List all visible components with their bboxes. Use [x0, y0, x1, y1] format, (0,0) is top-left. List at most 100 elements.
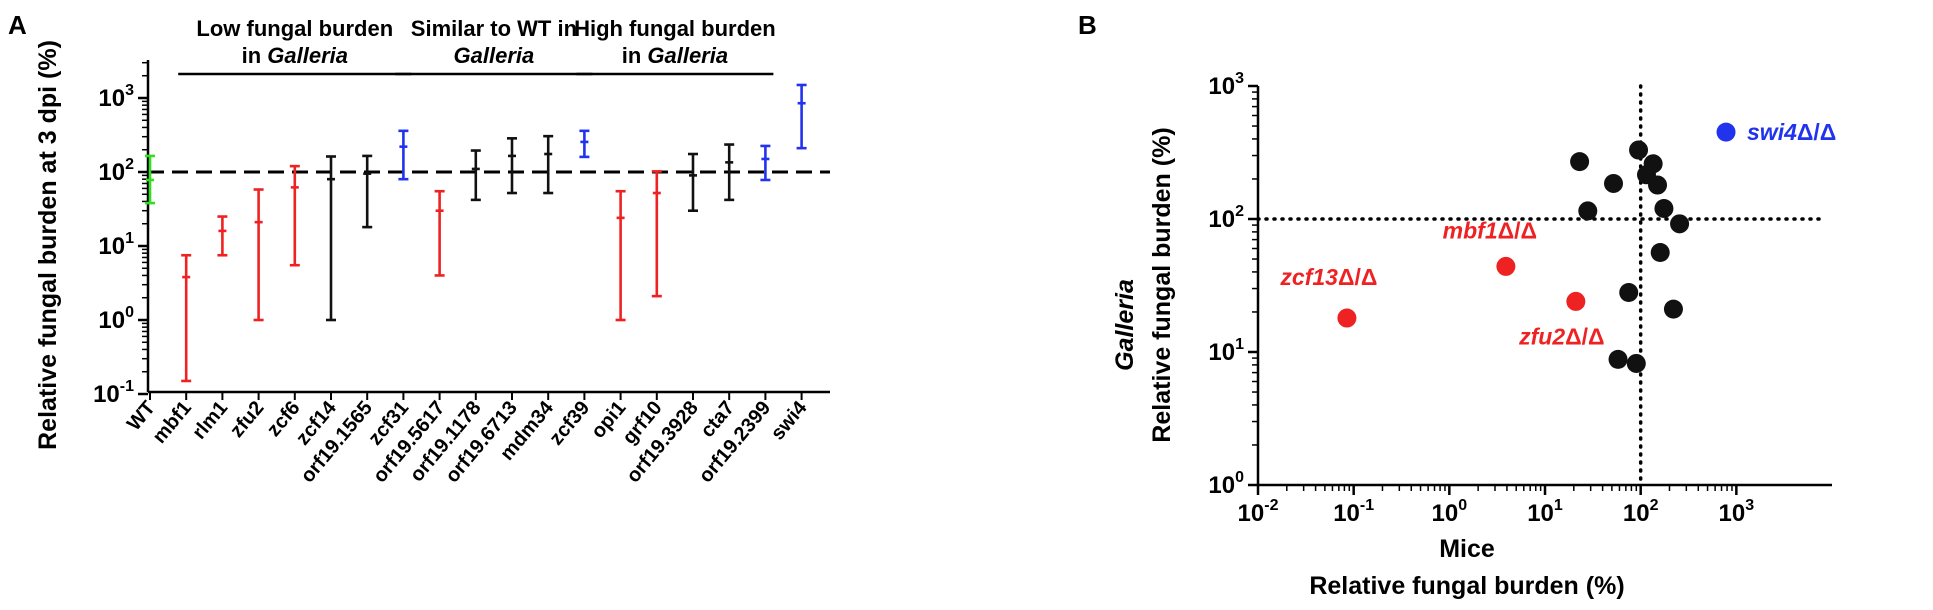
panel-b-x-tick-label-base: 10: [1238, 500, 1265, 527]
panel-a-letter: A: [8, 10, 27, 40]
panel-b-y-tick-label-exp: 1: [1235, 336, 1244, 353]
panel-a-group-label-line1: Similar to WT in: [411, 16, 577, 41]
panel-b-x-tick-label-base: 10: [1333, 500, 1360, 527]
error-bar-zcf14: [326, 155, 336, 322]
panel-a-group-label-line1: Low fungal burden: [196, 16, 393, 41]
panel-a-x-tick-label: swi4: [767, 396, 812, 444]
panel-a-group-label-italic: Galleria: [267, 43, 348, 68]
panel-b-x-tick-label-exp: 0: [1458, 497, 1467, 514]
panel-b-y-tick-label-exp: 2: [1235, 203, 1244, 220]
panel-a-y-tick-label: 10-1: [93, 378, 134, 408]
panel-b-x-tick-label-exp: 3: [1745, 497, 1754, 514]
panel-b-y-tick-label-exp: 0: [1235, 469, 1244, 486]
panel-b-y-tick-label: 103: [1208, 70, 1244, 100]
panel-b-x-tick-label-base: 10: [1623, 500, 1650, 527]
panel-b-y-tick-label: 101: [1208, 336, 1244, 366]
panel-a-group-label-line2: in Galleria: [622, 43, 728, 68]
panel-a-y-tick-label: 100: [98, 304, 134, 334]
point: [1648, 175, 1668, 195]
point: [1629, 140, 1649, 160]
panel-a-group-label-italic: Galleria: [647, 43, 728, 68]
error-bar-WT: [145, 154, 155, 205]
point-label-gene: mbf1: [1443, 217, 1498, 243]
panel-a-error-bars: [145, 83, 807, 383]
panel-a-group-label-prefix: in: [242, 43, 268, 68]
panel-b-y-tick-label-base: 10: [1208, 73, 1235, 100]
error-bar-rlm1: [217, 215, 228, 257]
point-label-swi4: swi4Δ/Δ: [1747, 119, 1836, 145]
panel-b-y-axis-title: Galleria: [1111, 279, 1139, 371]
error-bar-orf19.6713: [507, 137, 517, 195]
panel-a-group-label-line1: High fungal burden: [574, 16, 776, 41]
point-label-suffix: Δ/Δ: [1797, 119, 1836, 145]
error-bar-mdm34: [543, 134, 554, 195]
error-bar-orf19.5617: [434, 189, 445, 277]
panel-b-x-tick-label-exp: -2: [1264, 497, 1278, 514]
error-bar-cta7: [724, 143, 735, 202]
panel-a-group-label-line2: in Galleria: [242, 43, 348, 68]
panel-b-y-axis-label: Relative fungal burden (%): [1148, 127, 1176, 442]
point: [1663, 299, 1683, 319]
point: [1670, 214, 1690, 234]
point-label-suffix: Δ/Δ: [1565, 323, 1604, 349]
panel-a-y-tick-label-exp: 3: [125, 82, 134, 99]
panel-b-x-axis-title: Mice: [1439, 535, 1495, 563]
panel-a-y-tick-label-base: 10: [98, 159, 125, 186]
point: [1608, 349, 1628, 369]
panel-b-x-axis-label: Relative fungal burden (%): [1309, 572, 1624, 600]
point: [1604, 173, 1624, 193]
point: [1570, 152, 1590, 172]
error-bar-swi4: [796, 83, 807, 150]
panel-a-y-tick-label-base: 10: [93, 381, 120, 408]
panel-a-y-axis-label: Relative fungal burden at 3 dpi (%): [34, 40, 62, 450]
panel-b-x-tick-label: 103: [1719, 497, 1755, 527]
point-label-gene: zcf13: [1279, 264, 1338, 290]
point: [1578, 201, 1598, 221]
error-bar-grf10: [651, 170, 662, 298]
point-mbf1: [1496, 256, 1516, 276]
point: [1654, 198, 1674, 218]
error-bar-orf19.1565: [362, 154, 373, 229]
panel-a-y-tick-label-exp: 1: [125, 230, 134, 247]
panel-b-y-tick-label-base: 10: [1208, 472, 1235, 499]
panel-a-y-tick-label-exp: 2: [125, 156, 134, 173]
panel-b-x-tick-label-exp: -1: [1360, 497, 1374, 514]
error-bar-zfu2: [253, 188, 264, 322]
point-label-gene: zfu2: [1518, 323, 1565, 349]
point-label-mbf1: mbf1Δ/Δ: [1443, 217, 1537, 243]
point-label-suffix: Δ/Δ: [1338, 264, 1377, 290]
panel-a-x-tick-label: zfu2: [226, 397, 269, 442]
error-bar-orf19.2399: [760, 144, 771, 182]
panel-b-y-tick-label-base: 10: [1208, 206, 1235, 233]
panel-a-x-tick-label: mbf1: [148, 397, 196, 448]
panel-b-x-tick-label: 10-1: [1333, 497, 1374, 527]
panel-a-group-label-line2: Galleria: [454, 43, 535, 68]
point-label-zfu2: zfu2Δ/Δ: [1518, 323, 1604, 349]
panel-b-x-tick-label-exp: 1: [1554, 497, 1563, 514]
panel-b-x-tick-label: 101: [1527, 497, 1563, 527]
error-bar-zcf31: [398, 129, 409, 181]
panel-b-x-tick-label-base: 10: [1432, 500, 1459, 527]
panel-a-y-tick-label-exp: -1: [120, 378, 134, 395]
point-label-suffix: Δ/Δ: [1498, 217, 1537, 243]
panel-a-y-tick-label: 101: [98, 230, 134, 260]
panel-b-x-tick-label-exp: 2: [1650, 497, 1659, 514]
point-label-zcf13: zcf13Δ/Δ: [1279, 264, 1377, 290]
panel-a-x-tick-labels: WTmbf1rlm1zfu2zcf6zcf14orf19.1565zcf31or…: [123, 392, 812, 487]
error-bar-zcf6: [289, 164, 300, 267]
panel-b-x-tick-label-base: 10: [1527, 500, 1554, 527]
error-bar-opi1: [615, 189, 626, 322]
panel-b-y-tick-label-exp: 3: [1235, 70, 1244, 87]
panel-a-y-tick-label-base: 10: [98, 233, 125, 260]
point: [1650, 242, 1670, 262]
point-zcf13: [1337, 308, 1357, 328]
point: [1626, 353, 1646, 373]
panel-a-y-tick-label-exp: 0: [125, 304, 134, 321]
point-zfu2: [1566, 291, 1586, 311]
panel-b-x-tick-label: 100: [1432, 497, 1468, 527]
panel-a-y-tick-label: 103: [98, 82, 134, 112]
